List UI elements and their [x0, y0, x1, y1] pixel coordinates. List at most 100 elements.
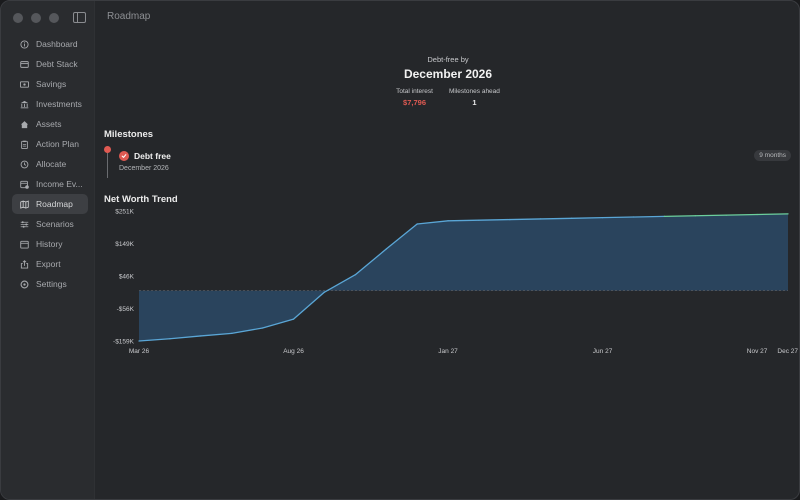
- milestone-item[interactable]: Debt free December 2026 9 months: [104, 146, 794, 182]
- sidebar-item-allocate[interactable]: Allocate: [12, 154, 88, 174]
- sidebar: Dashboard Debt Stack Savings Investments Ass…: [1, 1, 95, 499]
- sidebar-item-export[interactable]: Export: [12, 254, 88, 274]
- sidebar-item-label: Savings: [36, 79, 67, 89]
- net-worth-area: [139, 213, 788, 341]
- sidebar-toggle-icon[interactable]: [73, 12, 86, 23]
- net-worth-chart-svg: $251K $149K $46K -$56K -$159K Mar 26 Aug 26 Jan…: [113, 209, 798, 356]
- close-window-button[interactable]: [13, 13, 23, 23]
- sliders-icon: [20, 220, 29, 229]
- sidebar-item-assets[interactable]: Assets: [12, 114, 88, 134]
- net-worth-line-segment: [601, 216, 635, 219]
- milestones-ahead-label: Milestones ahead: [448, 88, 500, 95]
- calendar-money-icon: [20, 180, 29, 189]
- net-worth-line-segment: [756, 213, 789, 216]
- sidebar-item-label: Debt Stack: [36, 59, 78, 69]
- net-worth-heading: Net Worth Trend: [104, 194, 178, 205]
- debt-free-date: December 2026: [403, 67, 493, 81]
- bank-building-icon: [20, 100, 29, 109]
- y-tick-label: -$159K: [113, 339, 135, 346]
- house-icon: [20, 120, 29, 129]
- y-tick-label: $251K: [115, 209, 134, 216]
- sidebar-item-roadmap[interactable]: Roadmap: [12, 194, 88, 214]
- sidebar-item-label: Roadmap: [36, 199, 73, 209]
- net-worth-line-segment: [323, 274, 356, 293]
- net-worth-chart: $251K $149K $46K -$56K -$159K Mar 26 Aug 26 Jan…: [104, 204, 798, 356]
- sidebar-item-action-plan[interactable]: Action Plan: [12, 134, 88, 154]
- sidebar-nav: Dashboard Debt Stack Savings Investments Ass…: [12, 34, 88, 294]
- debt-free-summary: Debt-free by December 2026 Total interes…: [95, 55, 799, 107]
- y-tick-label: -$56K: [117, 306, 135, 313]
- milestone-name: Debt free: [134, 151, 171, 161]
- sidebar-item-label: Dashboard: [36, 39, 78, 49]
- net-worth-line-segment: [571, 217, 604, 219]
- milestones-ahead-stat: Milestones ahead 1: [449, 88, 500, 107]
- sidebar-item-label: History: [36, 239, 63, 249]
- net-worth-line-segment: [354, 248, 387, 276]
- sidebar-item-dashboard[interactable]: Dashboard: [12, 34, 88, 54]
- net-worth-line-segment: [694, 214, 727, 217]
- sidebar-item-income-ev[interactable]: Income Ev...: [12, 174, 88, 194]
- net-worth-line-segment: [169, 335, 202, 340]
- clipboard-icon: [20, 140, 29, 149]
- net-worth-line-segment: [663, 215, 696, 218]
- milestone-duration-badge: 9 months: [754, 150, 791, 161]
- total-interest-value: $7,796: [403, 98, 426, 107]
- x-tick-label: Mar 26: [129, 348, 150, 355]
- y-tick-label: $149K: [115, 241, 134, 248]
- sidebar-item-savings[interactable]: Savings: [12, 74, 88, 94]
- x-tick-label: Jan 27: [438, 348, 458, 355]
- share-icon: [20, 259, 29, 269]
- y-tick-label: $46K: [119, 274, 135, 281]
- milestones-heading: Milestones: [104, 129, 154, 140]
- x-tick-label: Dec 27: [777, 348, 798, 355]
- sidebar-item-debt-stack[interactable]: Debt Stack: [12, 54, 88, 74]
- sidebar-item-history[interactable]: History: [12, 234, 88, 254]
- sidebar-item-scenarios[interactable]: Scenarios: [12, 214, 88, 234]
- timeline-dot: [104, 146, 111, 153]
- net-worth-line-segment: [231, 327, 264, 335]
- net-worth-line-segment: [725, 213, 758, 216]
- total-interest-label: Total interest: [396, 88, 433, 95]
- check-circle-icon: [119, 151, 129, 161]
- sidebar-item-label: Allocate: [36, 159, 67, 169]
- total-interest-stat: Total interest $7,796: [396, 88, 433, 107]
- debt-free-kicker: Debt-free by: [427, 55, 469, 64]
- summary-stats: Total interest $7,796 Milestones ahead 1: [95, 88, 799, 107]
- x-tick-label: Aug 26: [283, 348, 304, 355]
- net-worth-line-segment: [540, 217, 573, 220]
- calendar-icon: [20, 240, 29, 249]
- x-tick-label: Nov 27: [747, 348, 768, 355]
- window-controls: [13, 13, 59, 23]
- sidebar-item-label: Settings: [36, 279, 67, 289]
- map-icon: [20, 199, 29, 209]
- net-worth-line-segment: [478, 218, 511, 221]
- sidebar-item-label: Assets: [36, 119, 62, 129]
- sidebar-item-label: Export: [36, 259, 61, 269]
- minimize-window-button[interactable]: [31, 13, 41, 23]
- net-worth-line-segment: [261, 318, 295, 329]
- net-worth-line-segment: [416, 220, 449, 225]
- milestone-date: December 2026: [119, 165, 169, 172]
- zoom-window-button[interactable]: [49, 13, 59, 23]
- net-worth-line-segment: [385, 223, 418, 250]
- milestones-ahead-value: 1: [472, 98, 477, 107]
- net-worth-line-segment: [138, 338, 171, 342]
- clock-arrow-icon: [20, 160, 29, 169]
- page-title: Roadmap: [107, 11, 151, 22]
- sidebar-item-label: Action Plan: [36, 139, 79, 149]
- banknote-icon: [20, 80, 29, 89]
- net-worth-line-segment: [200, 332, 233, 337]
- x-tick-label: Jun 27: [593, 348, 613, 355]
- sidebar-item-label: Scenarios: [36, 219, 74, 229]
- credit-card-icon: [20, 60, 29, 69]
- net-worth-line-segment: [447, 219, 480, 222]
- net-worth-line-segment: [292, 291, 326, 320]
- sidebar-item-label: Income Ev...: [36, 179, 83, 189]
- net-worth-line-segment: [509, 218, 542, 221]
- sidebar-item-settings[interactable]: Settings: [12, 274, 88, 294]
- gear-icon: [20, 280, 29, 289]
- sidebar-item-investments[interactable]: Investments: [12, 94, 88, 114]
- net-worth-line-segment: [632, 215, 666, 218]
- info-circle-icon: [20, 39, 29, 49]
